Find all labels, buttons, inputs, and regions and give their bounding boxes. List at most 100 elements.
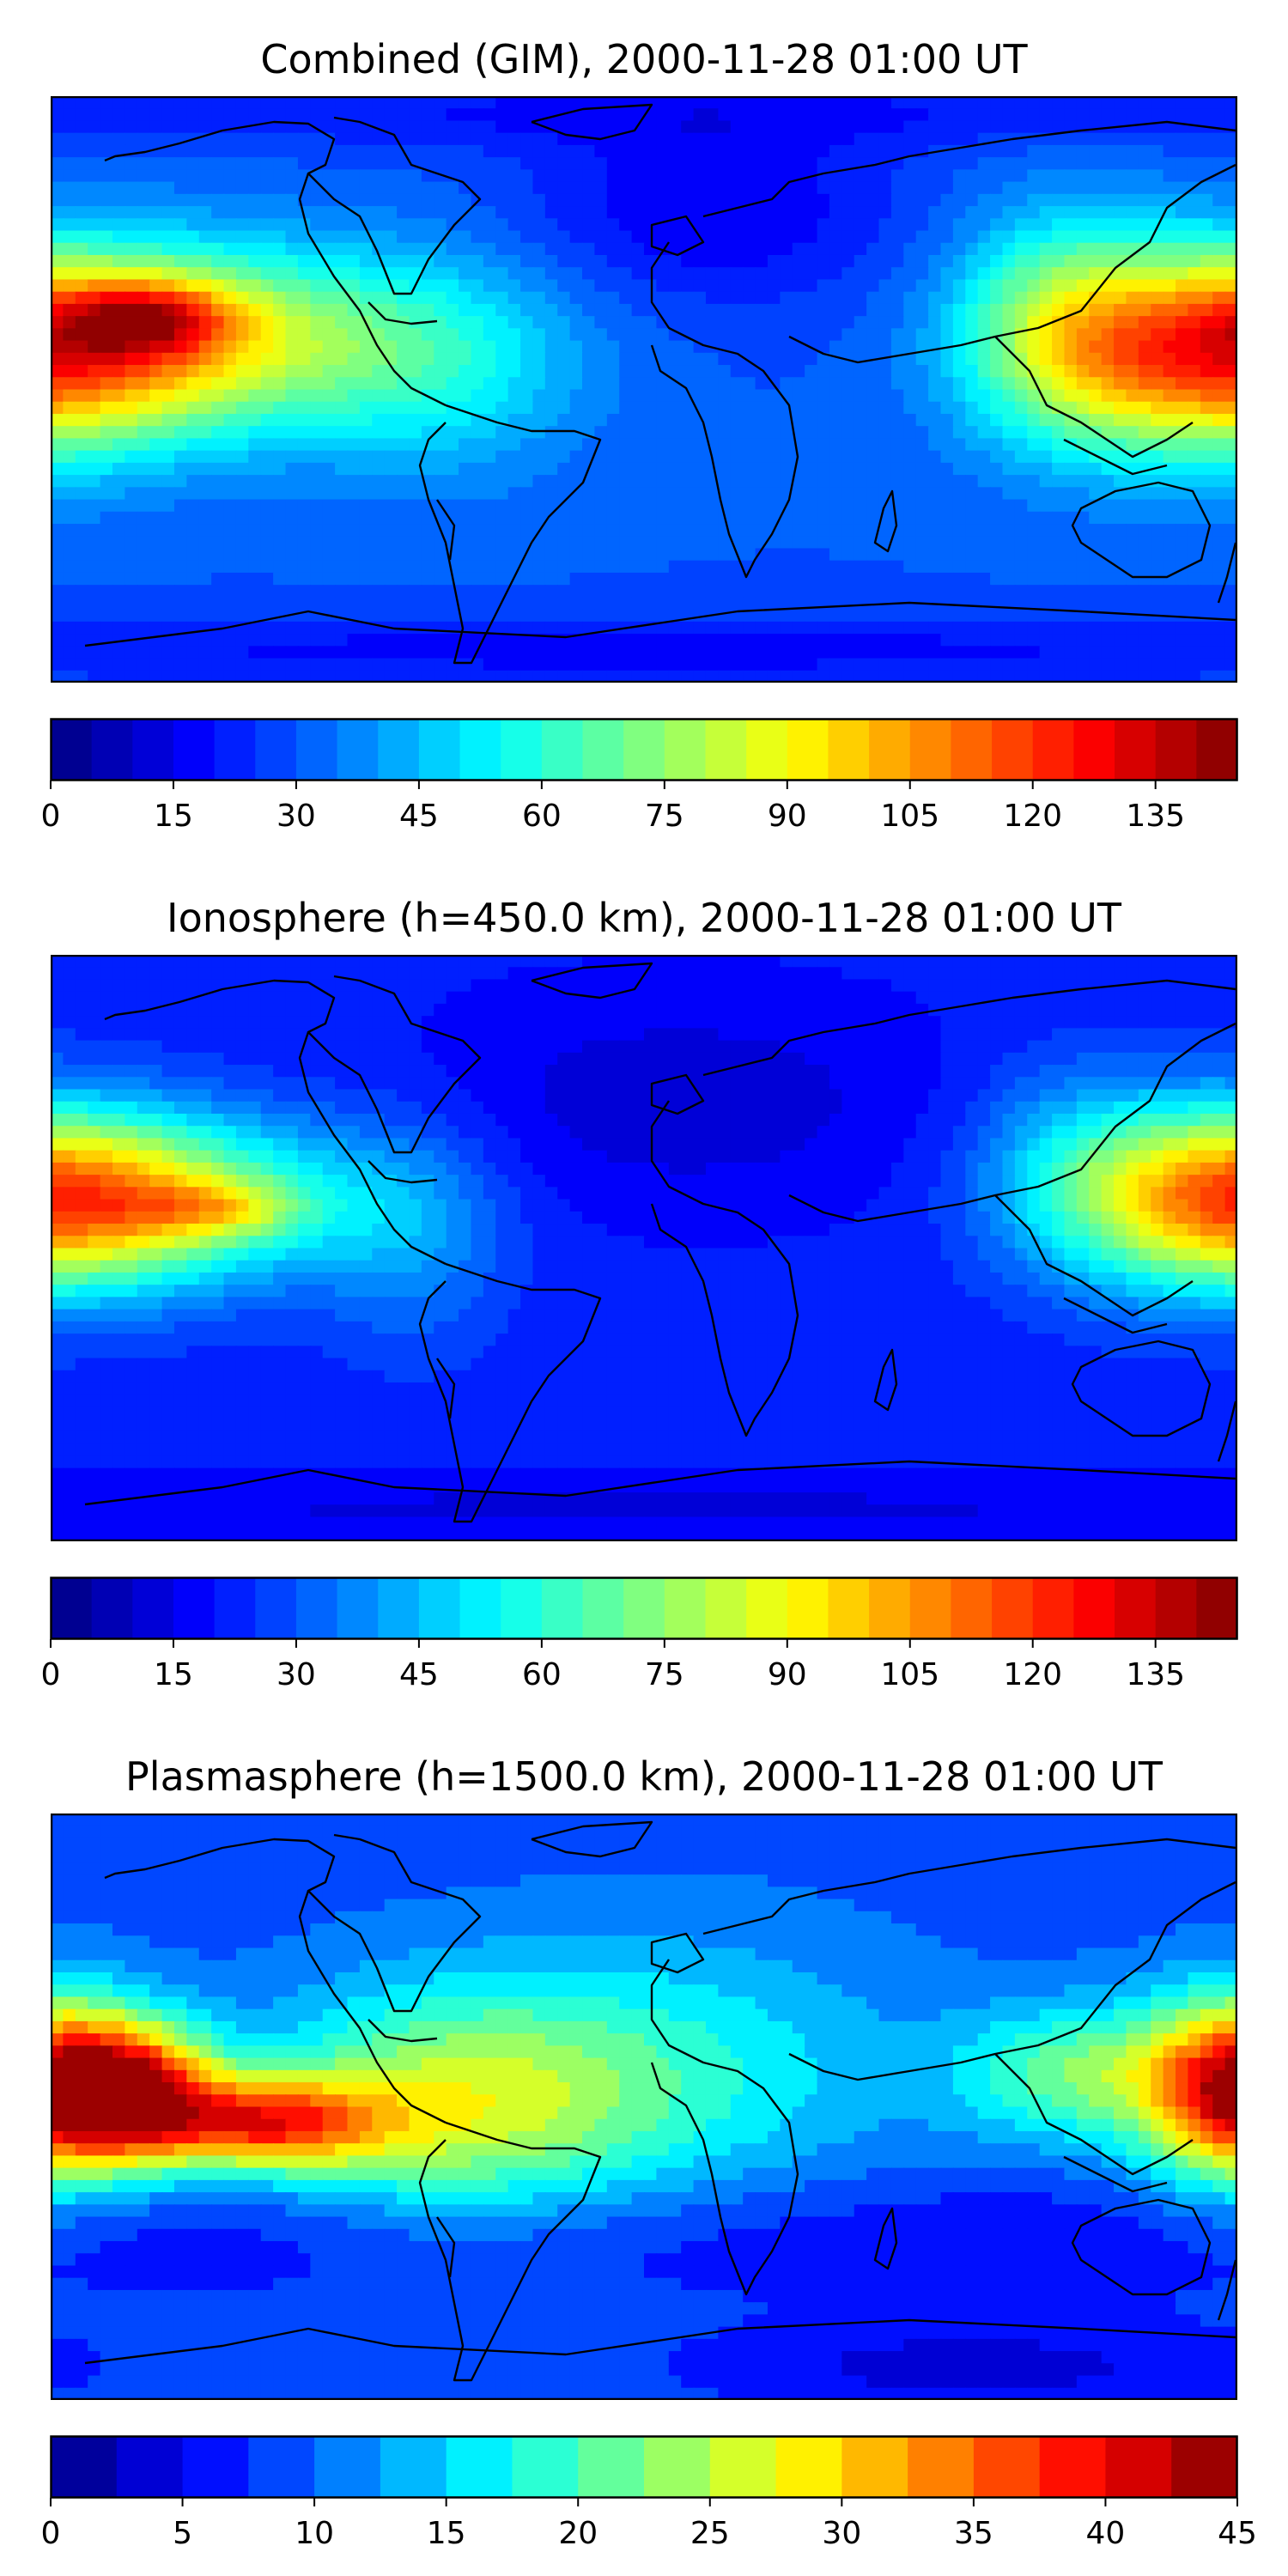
colorbar-cell <box>623 1577 665 1639</box>
colorbar-cell <box>51 1577 93 1639</box>
colorbar-tick-label: 75 <box>644 799 684 834</box>
tec-contour-field <box>51 1814 1237 2400</box>
colorbar-cell <box>869 719 911 781</box>
colorbar-tick-label: 0 <box>40 1657 61 1692</box>
colorbar-cell <box>746 719 788 781</box>
colorbar-tick-label: 30 <box>276 1657 316 1692</box>
map-frame <box>51 955 1237 1541</box>
colorbar-cell <box>173 719 216 781</box>
colorbar-cell <box>378 719 420 781</box>
colorbar-cell <box>501 719 543 781</box>
tec-contour-field <box>51 955 1237 1541</box>
colorbar-cell <box>116 2436 184 2498</box>
colorbar-tick-label: 60 <box>521 799 562 834</box>
colorbar-cell <box>828 1577 870 1639</box>
colorbar-cell <box>664 719 707 781</box>
tec-map <box>51 1814 1237 2400</box>
colorbar-tick-label: 10 <box>295 2516 335 2551</box>
colorbar-tick-label: 75 <box>644 1657 684 1692</box>
colorbar-cell <box>1115 719 1157 781</box>
colorbar-frame <box>50 718 1238 781</box>
colorbar-cell <box>295 719 338 781</box>
colorbar-cell <box>951 1577 993 1639</box>
colorbar <box>50 2435 1238 2506</box>
colorbar-cell <box>1032 719 1074 781</box>
colorbar <box>50 1577 1238 1648</box>
colorbar-cell <box>173 1577 216 1639</box>
colorbar-cell <box>541 719 584 781</box>
colorbar-cell <box>501 1577 543 1639</box>
colorbar-cell <box>973 2436 1041 2498</box>
colorbar-tick-label: 90 <box>767 799 807 834</box>
colorbar-tick-label: 105 <box>880 799 940 834</box>
colorbar-cell <box>1073 719 1115 781</box>
colorbar-cell <box>182 2436 249 2498</box>
colorbar-cell <box>214 1577 256 1639</box>
colorbar-tick-label: 120 <box>1003 799 1063 834</box>
colorbar-cell <box>841 2436 908 2498</box>
colorbar-cell <box>775 2436 842 2498</box>
colorbar-ticks <box>50 2498 1238 2506</box>
colorbar-cell <box>992 719 1034 781</box>
colorbar-tick-label: 35 <box>953 2516 993 2551</box>
map-frame <box>51 96 1237 683</box>
colorbar-cell <box>623 719 665 781</box>
colorbar-tick-label: 90 <box>767 1657 807 1692</box>
panel-title: Ionosphere (h=450.0 km), 2000-11-28 01:0… <box>167 895 1121 941</box>
colorbar-cell <box>787 1577 829 1639</box>
colorbar-cell <box>705 1577 747 1639</box>
colorbar-cell <box>214 719 256 781</box>
colorbar-frame <box>50 2435 1238 2499</box>
colorbar-cell <box>1155 719 1197 781</box>
colorbar-cell <box>337 1577 379 1639</box>
colorbar-tick-label: 30 <box>822 2516 862 2551</box>
colorbar-cell <box>1105 2436 1172 2498</box>
colorbar-cell <box>248 2436 315 2498</box>
tec-contour-field <box>51 96 1237 683</box>
colorbar-tick-label: 135 <box>1126 799 1186 834</box>
colorbar-tick-label: 45 <box>398 1657 439 1692</box>
colorbar-cell <box>1115 1577 1157 1639</box>
colorbar-tick-label: 105 <box>880 1657 940 1692</box>
colorbar-cell <box>664 1577 707 1639</box>
colorbar-tick-label: 120 <box>1003 1657 1063 1692</box>
colorbar-cell <box>446 2436 513 2498</box>
colorbar-cell <box>578 2436 645 2498</box>
colorbar-cell <box>314 2436 381 2498</box>
colorbar-ticks <box>50 1639 1157 1648</box>
colorbar-tick-label: 40 <box>1085 2516 1126 2551</box>
colorbar-cell <box>1155 1577 1197 1639</box>
colorbar-cell <box>1171 2436 1238 2498</box>
colorbar-cell <box>908 2436 975 2498</box>
colorbar-cell <box>644 2436 711 2498</box>
colorbar-cell <box>459 719 501 781</box>
colorbar-cell <box>418 1577 461 1639</box>
tec-map <box>51 96 1237 683</box>
colorbar-cell <box>91 719 133 781</box>
panel-ionosphere: Ionosphere (h=450.0 km), 2000-11-28 01:0… <box>0 859 1288 1717</box>
colorbar-cell <box>992 1577 1034 1639</box>
colorbar-cell <box>295 1577 338 1639</box>
colorbar-cell <box>255 1577 297 1639</box>
colorbar-cell <box>1039 2436 1107 2498</box>
colorbar-cell <box>582 719 624 781</box>
colorbar-cell <box>378 1577 420 1639</box>
colorbar-cell <box>909 1577 952 1639</box>
colorbar-cell <box>337 719 379 781</box>
colorbar-tick-label: 0 <box>40 2516 61 2551</box>
tec-map <box>51 955 1237 1541</box>
colorbar-cell <box>828 719 870 781</box>
colorbar-cell <box>91 1577 133 1639</box>
colorbar-cell <box>582 1577 624 1639</box>
colorbar-cell <box>951 719 993 781</box>
colorbar-cell <box>1196 1577 1238 1639</box>
colorbar-tick-label: 25 <box>690 2516 730 2551</box>
colorbar-tick-label: 0 <box>40 799 61 834</box>
colorbar-cell <box>1196 719 1238 781</box>
colorbar-tick-label: 45 <box>398 799 439 834</box>
panel-title: Combined (GIM), 2000-11-28 01:00 UT <box>260 36 1028 82</box>
colorbar-cells <box>51 719 1238 781</box>
colorbar-cell <box>705 719 747 781</box>
colorbar-frame <box>50 1577 1238 1640</box>
colorbar-tick-label: 30 <box>276 799 316 834</box>
